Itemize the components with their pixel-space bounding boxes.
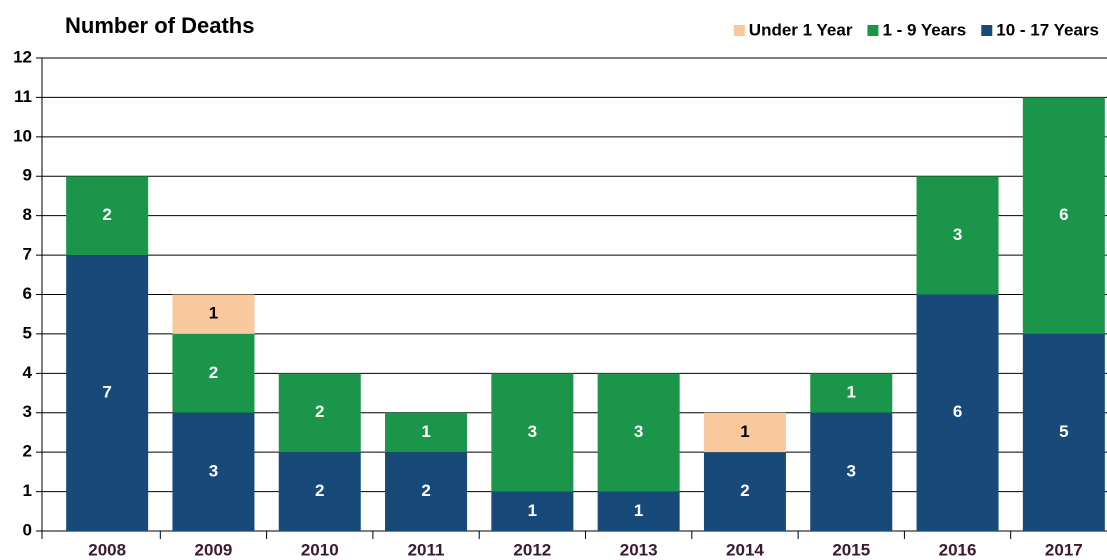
bar-segment [385, 452, 468, 531]
x-tick-label: 2013 [620, 540, 658, 559]
bar-segment [278, 373, 361, 453]
data-label: 3 [953, 225, 962, 244]
data-label: 2 [102, 205, 111, 224]
y-tick-label: 9 [23, 166, 32, 185]
chart-title: Number of Deaths [65, 13, 254, 38]
bar-segment [172, 412, 255, 531]
x-tick-label: 2012 [513, 540, 551, 559]
data-label: 1 [209, 304, 218, 323]
bar-segment [916, 176, 999, 295]
data-label: 2 [740, 481, 749, 500]
bar-segment [810, 373, 893, 413]
data-label: 2 [209, 363, 218, 382]
bar-segment [703, 452, 786, 531]
data-label: 3 [209, 461, 218, 480]
x-tick-label: 2009 [195, 540, 233, 559]
y-tick-label: 12 [13, 47, 32, 66]
y-tick-label: 10 [13, 126, 32, 145]
x-tick-label: 2010 [301, 540, 339, 559]
y-tick-label: 2 [23, 442, 32, 461]
x-tick-label: 2016 [939, 540, 977, 559]
bar-segment [172, 333, 255, 413]
bar-segment [810, 412, 893, 531]
bar-segment [597, 491, 680, 531]
data-label: 6 [1059, 205, 1068, 224]
y-tick-label: 5 [23, 323, 32, 342]
data-label: 1 [421, 422, 430, 441]
x-tick-label: 2017 [1045, 540, 1083, 559]
legend-swatch [867, 25, 879, 36]
data-label: 1 [740, 422, 749, 441]
legend-label: 1 - 9 Years [882, 20, 966, 39]
y-tick-label: 4 [23, 363, 33, 382]
bar-segment [66, 176, 149, 256]
x-tick-label: 2008 [88, 540, 126, 559]
x-tick-label: 2011 [408, 540, 445, 559]
bar-segment [597, 373, 680, 492]
data-label: 5 [1059, 422, 1068, 441]
legend-label: Under 1 Year [749, 20, 853, 39]
legend-swatch [733, 25, 745, 36]
y-tick-label: 7 [23, 245, 32, 264]
bar-segment [1022, 333, 1105, 531]
y-tick-label: 6 [23, 284, 32, 303]
legend-label: 10 - 17 Years [996, 20, 1099, 39]
data-label: 2 [315, 481, 324, 500]
bar-segment [1022, 97, 1105, 334]
x-tick-label: 2015 [832, 540, 870, 559]
bar-segment [385, 412, 468, 453]
bar-segment [916, 294, 999, 531]
data-label: 2 [421, 481, 430, 500]
legend-swatch [981, 25, 993, 36]
data-label: 1 [634, 501, 643, 520]
data-label: 3 [634, 422, 643, 441]
y-tick-label: 3 [23, 402, 32, 421]
bar-segment [172, 294, 255, 334]
data-label: 3 [847, 461, 856, 480]
bar-segment [491, 373, 574, 492]
x-tick-label: 2014 [726, 540, 764, 559]
data-label: 1 [847, 383, 856, 402]
y-tick-label: 11 [14, 87, 32, 106]
y-tick-label: 0 [23, 520, 32, 539]
bar-segment [491, 491, 574, 531]
data-label: 3 [528, 422, 537, 441]
data-label: 6 [953, 402, 962, 421]
data-label: 7 [102, 383, 111, 402]
y-tick-label: 8 [23, 205, 32, 224]
data-label: 1 [528, 501, 537, 520]
bar-segment [66, 255, 149, 532]
bar-segment [278, 452, 361, 531]
y-tick-label: 1 [23, 481, 32, 500]
bar-segment [703, 412, 786, 453]
data-label: 2 [315, 402, 324, 421]
